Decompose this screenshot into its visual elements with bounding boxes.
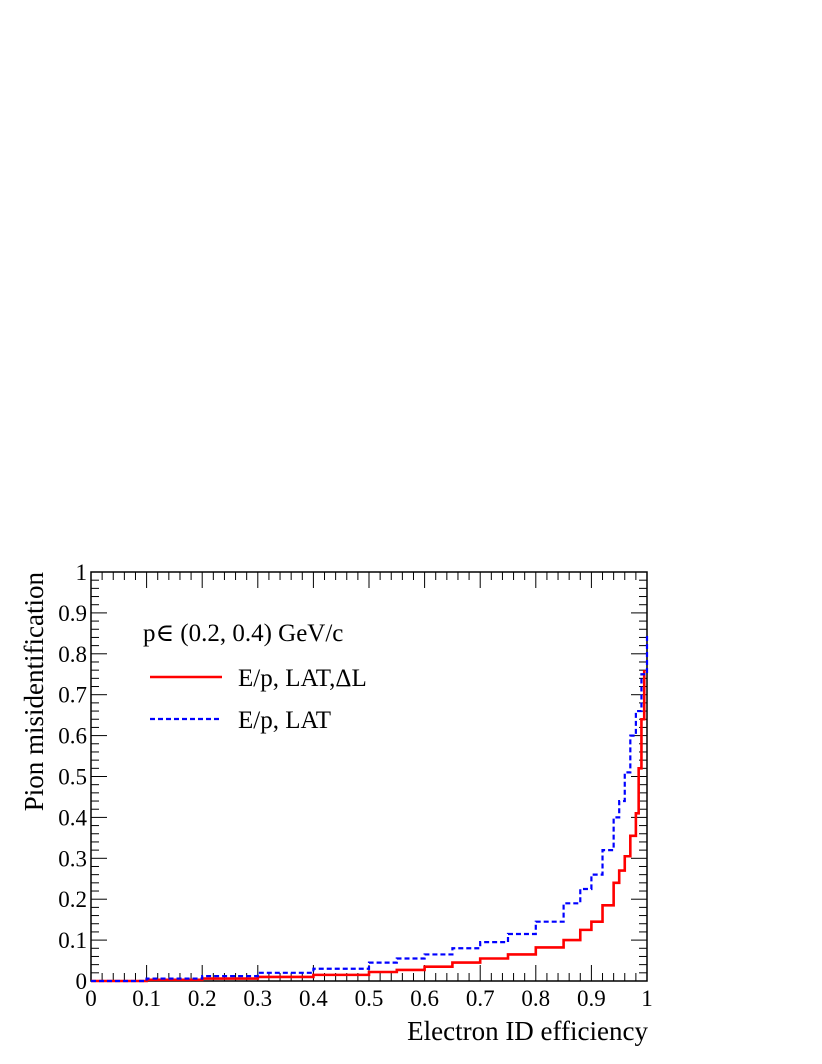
x-tick-label: 1 (641, 986, 653, 1011)
annotation-momentum-range: p∈ (0.2, 0.4) GeV/c (143, 620, 343, 647)
y-axis-label: Pion misidentification (19, 572, 49, 812)
x-tick-label: 0.1 (132, 986, 161, 1011)
y-tick-label: 0.9 (58, 601, 87, 626)
x-tick-label: 0.8 (521, 986, 550, 1011)
series-line-0 (91, 670, 646, 983)
series-layer (91, 633, 649, 983)
x-axis-label: Electron ID efficiency (407, 1016, 648, 1046)
legend-label-series-0: E/p, LAT,ΔL (238, 665, 367, 692)
y-tick-label: 0.6 (58, 724, 87, 749)
legend-label-series-1: E/p, LAT (238, 707, 331, 734)
x-tick-label: 0.4 (299, 986, 328, 1011)
x-tick-label: 0.6 (410, 986, 439, 1011)
y-tick-label: 0.8 (58, 642, 87, 667)
y-tick-label: 0.5 (58, 765, 87, 790)
y-tick-label: 0.7 (58, 683, 87, 708)
y-tick-label: 0.1 (58, 928, 87, 953)
legend: E/p, LAT,ΔL E/p, LAT (150, 665, 367, 734)
axis-ticks (90, 571, 648, 982)
x-tick-label: 0.2 (188, 986, 217, 1011)
y-tick-label: 1 (76, 560, 88, 585)
x-tick-label: 0.9 (577, 986, 606, 1011)
x-tick-label: 0.3 (243, 986, 272, 1011)
y-tick-label: 0.3 (58, 846, 87, 871)
y-tick-label: 0.2 (58, 887, 87, 912)
y-tick-label: 0 (76, 969, 88, 994)
x-tick-label: 0.7 (466, 986, 495, 1011)
y-tick-label: 0.4 (58, 805, 87, 830)
x-tick-label: 0 (85, 986, 97, 1011)
x-tick-labels: 0 0.1 0.2 0.3 0.4 0.5 0.6 0.7 0.8 0.9 1 (85, 986, 653, 1011)
x-tick-label: 0.5 (355, 986, 384, 1011)
series-line-1 (91, 633, 649, 983)
y-tick-labels: 0 0.1 0.2 0.3 0.4 0.5 0.6 0.7 0.8 0.9 1 (58, 560, 87, 994)
